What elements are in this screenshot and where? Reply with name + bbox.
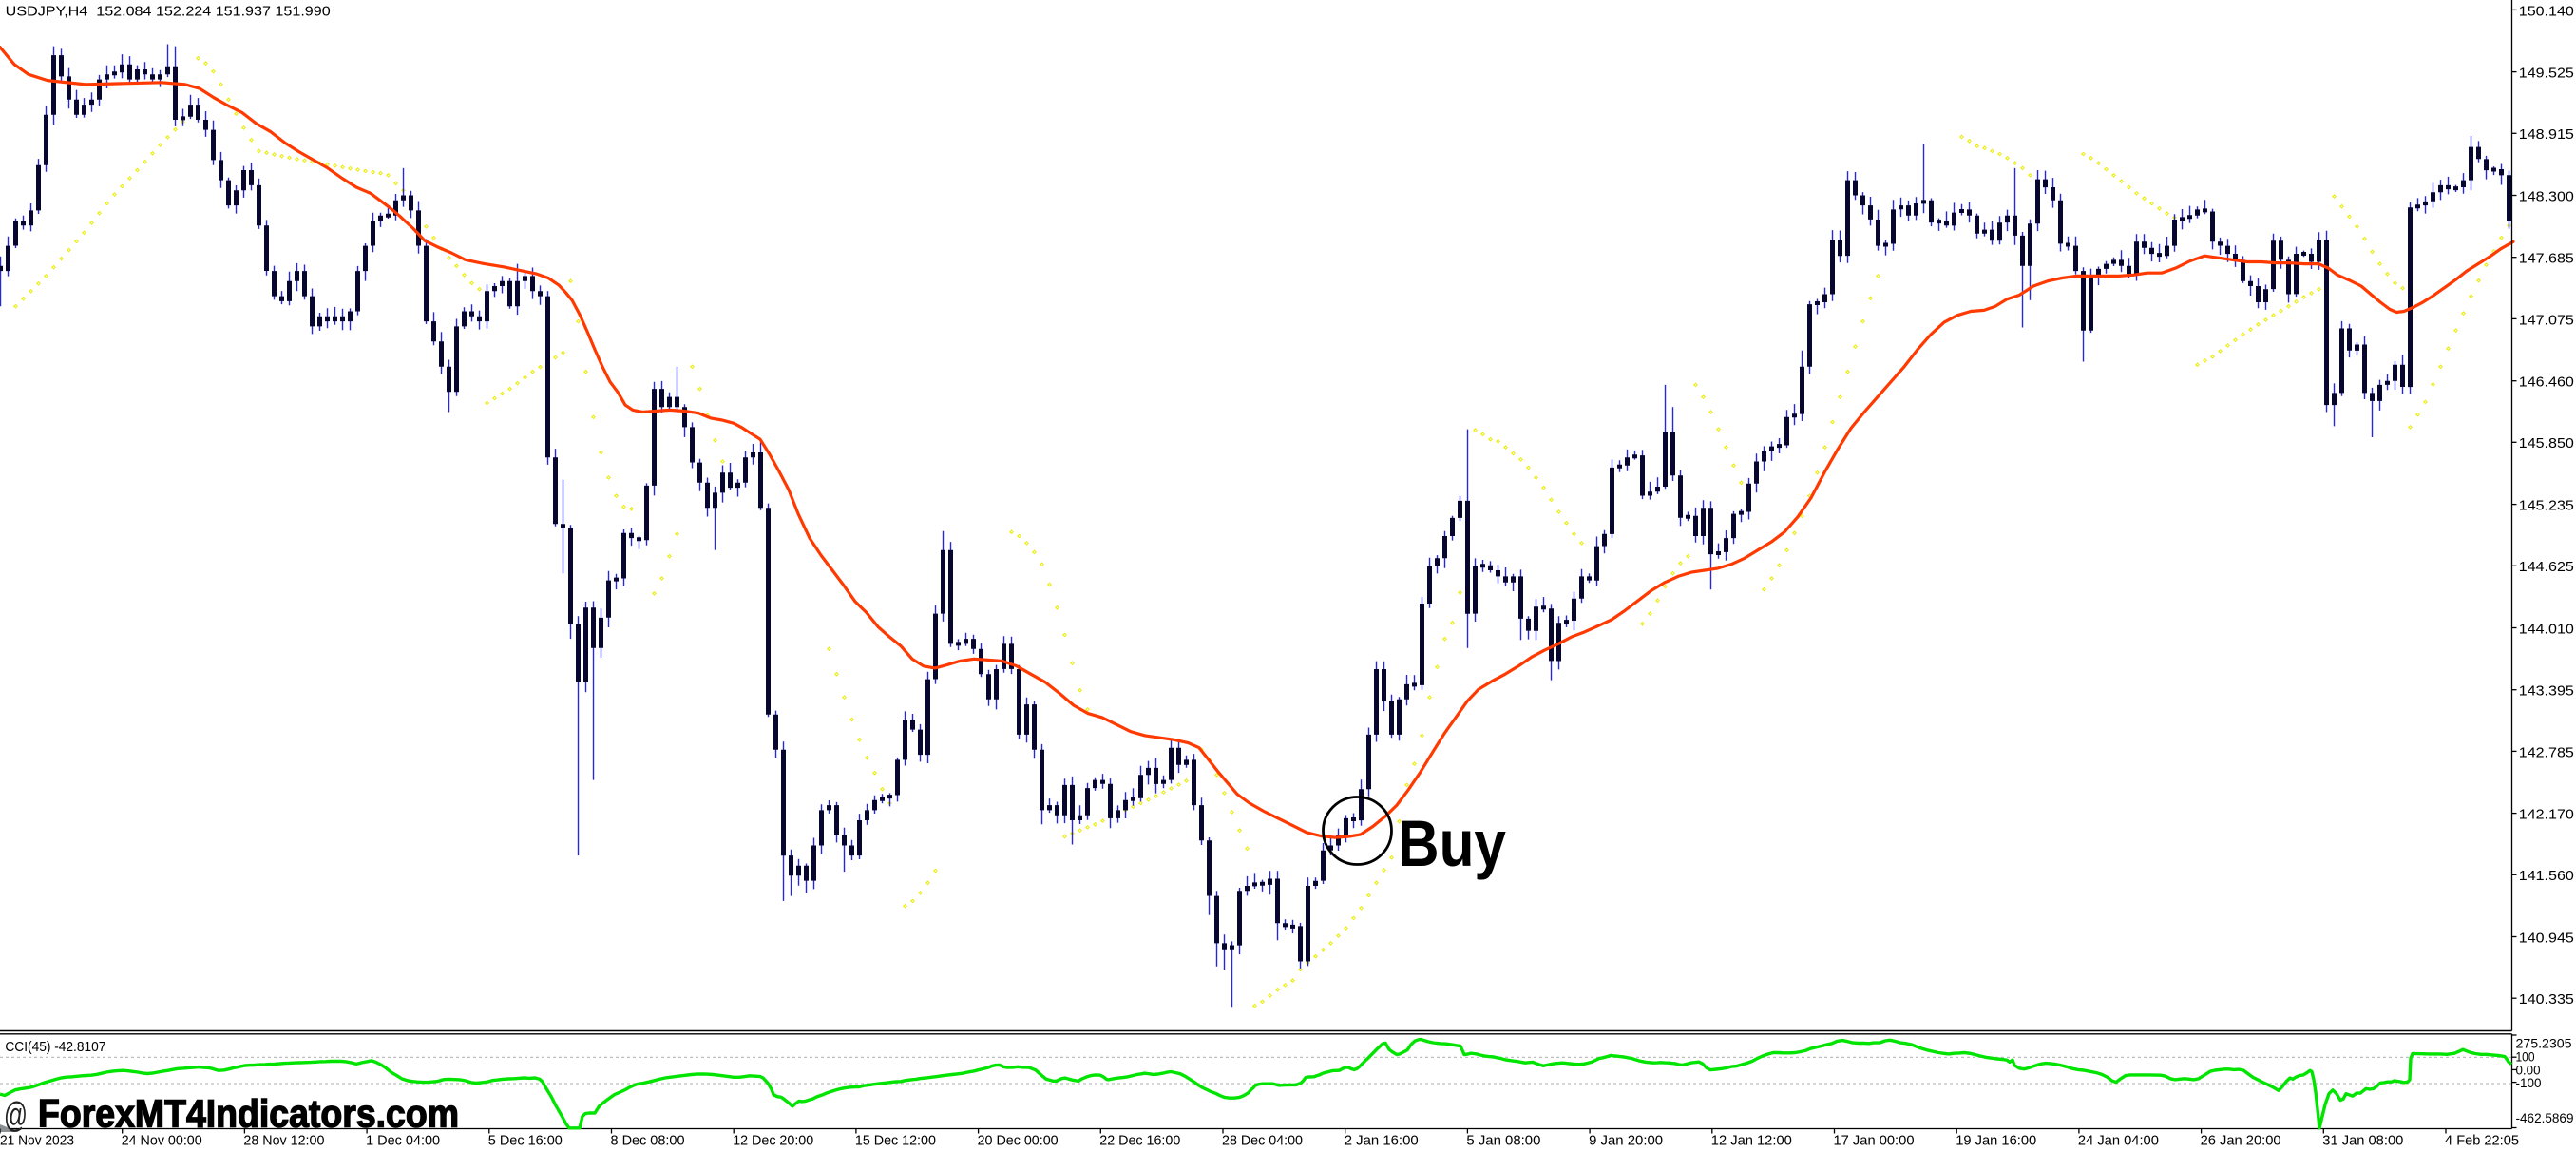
svg-text:145.850: 145.850 — [2519, 435, 2574, 451]
svg-text:145.235: 145.235 — [2519, 498, 2574, 514]
svg-text:140.945: 140.945 — [2519, 930, 2574, 946]
svg-text:15 Dec 12:00: 15 Dec 12:00 — [855, 1132, 936, 1148]
svg-text:140.335: 140.335 — [2519, 991, 2574, 1008]
svg-text:1 Dec 04:00: 1 Dec 04:00 — [366, 1132, 440, 1148]
svg-text:142.170: 142.170 — [2519, 807, 2574, 823]
svg-text:Buy: Buy — [1398, 807, 1506, 880]
svg-text:147.075: 147.075 — [2519, 312, 2574, 328]
svg-text:2 Jan 16:00: 2 Jan 16:00 — [1345, 1132, 1419, 1148]
svg-text:17 Jan 00:00: 17 Jan 00:00 — [1834, 1132, 1915, 1148]
svg-text:@: @ — [4, 1096, 28, 1135]
svg-text:20 Dec 00:00: 20 Dec 00:00 — [978, 1132, 1059, 1148]
svg-text:144.010: 144.010 — [2519, 621, 2574, 637]
svg-text:24 Jan 04:00: 24 Jan 04:00 — [2078, 1132, 2159, 1148]
svg-text:150.140: 150.140 — [2519, 3, 2574, 19]
svg-text:22 Dec 16:00: 22 Dec 16:00 — [1099, 1132, 1180, 1148]
svg-text:21 Nov 2023: 21 Nov 2023 — [0, 1132, 74, 1148]
svg-text:5 Jan 08:00: 5 Jan 08:00 — [1466, 1132, 1540, 1148]
svg-text:ForexMT4Indicators.com: ForexMT4Indicators.com — [38, 1092, 459, 1136]
svg-text:148.300: 148.300 — [2519, 188, 2574, 204]
svg-text:24 Nov 00:00: 24 Nov 00:00 — [122, 1132, 202, 1148]
svg-text:8 Dec 08:00: 8 Dec 08:00 — [611, 1132, 685, 1148]
svg-text:9 Jan 20:00: 9 Jan 20:00 — [1589, 1132, 1663, 1148]
svg-text:USDJPY,H4 152.084 152.224 151: USDJPY,H4 152.084 152.224 151.937 151.99… — [6, 3, 331, 19]
svg-text:-100: -100 — [2516, 1076, 2542, 1090]
svg-text:142.785: 142.785 — [2519, 744, 2574, 760]
svg-text:141.560: 141.560 — [2519, 868, 2574, 884]
svg-text:19 Jan 16:00: 19 Jan 16:00 — [1956, 1132, 2036, 1148]
svg-text:12 Dec 20:00: 12 Dec 20:00 — [733, 1132, 813, 1148]
svg-text:0.00: 0.00 — [2516, 1064, 2541, 1078]
svg-text:26 Jan 20:00: 26 Jan 20:00 — [2201, 1132, 2281, 1148]
svg-text:5 Dec 16:00: 5 Dec 16:00 — [488, 1132, 563, 1148]
svg-text:143.395: 143.395 — [2519, 683, 2574, 700]
svg-text:28 Dec 04:00: 28 Dec 04:00 — [1222, 1132, 1303, 1148]
svg-text:146.460: 146.460 — [2519, 374, 2574, 391]
svg-text:148.915: 148.915 — [2519, 126, 2574, 143]
svg-text:147.685: 147.685 — [2519, 251, 2574, 267]
svg-text:149.525: 149.525 — [2519, 66, 2574, 82]
svg-text:144.625: 144.625 — [2519, 559, 2574, 575]
svg-text:4 Feb 22:05: 4 Feb 22:05 — [2445, 1132, 2519, 1148]
svg-text:275.2305: 275.2305 — [2516, 1037, 2572, 1051]
svg-text:28 Nov 12:00: 28 Nov 12:00 — [243, 1132, 324, 1148]
svg-text:31 Jan 08:00: 31 Jan 08:00 — [2322, 1132, 2403, 1148]
svg-text:100: 100 — [2516, 1049, 2535, 1064]
svg-text:-462.5869: -462.5869 — [2516, 1111, 2574, 1125]
svg-text:12 Jan 12:00: 12 Jan 12:00 — [1711, 1132, 1792, 1148]
svg-text:CCI(45) -42.8107: CCI(45) -42.8107 — [5, 1039, 105, 1055]
